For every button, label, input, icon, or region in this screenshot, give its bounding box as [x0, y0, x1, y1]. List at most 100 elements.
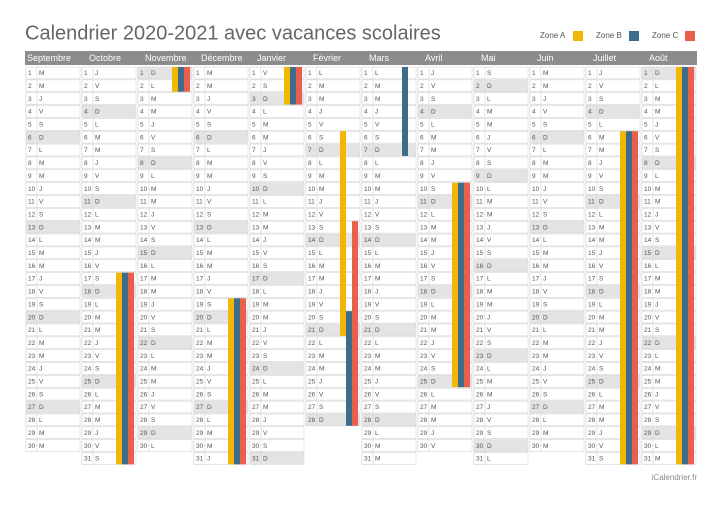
day-number: 18 [420, 289, 428, 296]
day-number-box [473, 66, 486, 80]
day-number-box [81, 272, 94, 285]
weekday: L [39, 237, 43, 244]
day-number-box [361, 400, 374, 414]
weekday: M [375, 353, 380, 360]
day-number-box [641, 105, 654, 118]
day-number-box [529, 387, 542, 401]
day-number: 11 [308, 199, 315, 206]
day-number: 7 [252, 147, 256, 154]
day-number: 7 [420, 147, 424, 154]
day-number: 15 [644, 250, 652, 257]
day-number: 2 [140, 83, 144, 90]
day-number: 8 [252, 160, 256, 167]
weekday: M [319, 173, 324, 180]
day-number: 19 [28, 301, 36, 308]
day-number-box [25, 169, 38, 182]
weekday: S [151, 237, 156, 244]
weekday: M [319, 263, 324, 270]
day-number-box [641, 195, 654, 208]
day-number-box [305, 156, 318, 170]
weekday: J [151, 391, 154, 398]
weekday: D [263, 96, 268, 103]
weekday: S [431, 96, 436, 103]
weekday: S [263, 353, 268, 360]
day-number-box [81, 400, 94, 414]
day-number-box [249, 310, 262, 324]
title: Calendrier 2020-2021 avec vacances scola… [25, 22, 441, 44]
day-number: 18 [588, 289, 596, 296]
weekday: L [375, 250, 379, 257]
day-number: 20 [588, 314, 596, 321]
day-number-box [25, 208, 38, 221]
weekday: J [151, 122, 154, 129]
weekday: L [151, 173, 155, 180]
day-number: 4 [308, 109, 312, 116]
day-number-box [473, 233, 486, 247]
weekday: L [207, 147, 211, 154]
day-number: 22 [308, 340, 316, 347]
day-number: 22 [28, 340, 36, 347]
day-number: 5 [84, 122, 88, 129]
day-number-box [81, 195, 94, 208]
holiday-bar [296, 67, 302, 105]
month-header: Août [649, 53, 668, 63]
weekday: M [487, 301, 492, 308]
day-number-box [473, 349, 486, 362]
day-number: 21 [588, 327, 596, 334]
day-number: 20 [476, 314, 484, 321]
day-number: 30 [196, 443, 204, 450]
day-number-box [81, 233, 94, 247]
weekday: J [599, 160, 602, 167]
day-number: 19 [644, 301, 652, 308]
legend-label: Zone C [652, 31, 678, 40]
weekday: M [487, 211, 492, 218]
weekday: M [431, 134, 436, 141]
weekday: L [95, 391, 99, 398]
weekday: S [375, 404, 380, 411]
weekday: M [95, 224, 100, 231]
weekday: D [655, 160, 660, 167]
day-number-box [585, 349, 598, 362]
day-number: 20 [308, 314, 316, 321]
day-number: 1 [588, 70, 592, 77]
day-number: 2 [364, 83, 368, 90]
day-number-box [305, 413, 318, 427]
day-number-box [193, 169, 206, 182]
weekday: L [375, 340, 379, 347]
day-number: 17 [252, 276, 260, 283]
weekday: S [319, 314, 324, 321]
weekday: S [151, 417, 156, 424]
day-number: 29 [252, 430, 260, 437]
day-number: 26 [28, 391, 36, 398]
day-number-box [641, 362, 654, 375]
day-number-box [193, 400, 206, 414]
day-number: 26 [644, 391, 652, 398]
day-number-box [81, 208, 94, 221]
weekday: V [39, 109, 44, 116]
day-number-box [473, 105, 486, 118]
day-number-box [641, 375, 654, 388]
weekday: J [431, 250, 434, 257]
day-number: 7 [476, 147, 480, 154]
weekday: M [151, 186, 156, 193]
weekday: M [375, 366, 380, 373]
weekday: S [95, 96, 100, 103]
day-number-box [249, 208, 262, 221]
day-number-box [193, 310, 206, 324]
day-number-box [641, 259, 654, 272]
month-header: Mai [481, 53, 496, 63]
day-number: 11 [532, 199, 539, 206]
day-number: 2 [252, 83, 256, 90]
weekday: V [39, 289, 44, 296]
day-number-box [81, 143, 94, 157]
day-number-box [585, 156, 598, 170]
weekday: D [599, 199, 604, 206]
day-number: 24 [476, 366, 484, 373]
day-number-box [473, 130, 486, 144]
day-number: 25 [252, 379, 260, 386]
day-number: 27 [644, 404, 652, 411]
weekday: M [319, 96, 324, 103]
day-number: 15 [476, 250, 484, 257]
weekday: M [263, 122, 268, 129]
day-number: 19 [364, 301, 372, 308]
